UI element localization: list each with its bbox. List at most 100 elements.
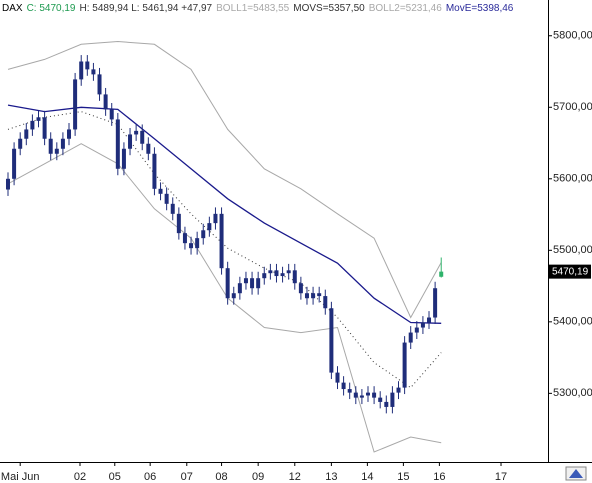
- last-price-label: 5470,19: [552, 266, 589, 277]
- header-item: H: 5489,94 L: 5461,94 +47,97: [80, 3, 213, 14]
- candle-body: [439, 271, 444, 277]
- y-tick-label: 5600,00: [553, 173, 592, 185]
- candle-body: [225, 268, 230, 299]
- x-tick-label: 16: [433, 471, 445, 483]
- candle-body: [414, 327, 419, 333]
- candle-body: [164, 193, 169, 204]
- candle-body: [304, 293, 309, 299]
- candle-body: [182, 233, 187, 244]
- candle-body: [5, 178, 10, 190]
- candle-body: [36, 117, 41, 121]
- header-item: DAX: [2, 3, 23, 14]
- candle-body: [60, 138, 65, 149]
- candle-body: [152, 153, 157, 189]
- header-item: BOLL2=5231,46: [369, 3, 443, 14]
- candle-body: [292, 270, 297, 284]
- candle-body: [256, 278, 261, 289]
- candle-body: [42, 117, 47, 139]
- candle-body: [274, 270, 279, 277]
- candle-body: [207, 223, 212, 231]
- candle-body: [243, 278, 248, 284]
- candle-body: [402, 342, 407, 388]
- candle-body: [219, 213, 224, 269]
- x-tick-label: 13: [325, 471, 337, 483]
- candle-body: [323, 296, 328, 309]
- header-item: MOVS=5357,50: [293, 3, 365, 14]
- x-tick-label: 09: [252, 471, 264, 483]
- candle-body: [280, 273, 285, 277]
- candle-body: [213, 213, 218, 224]
- candle-body: [408, 332, 413, 343]
- candle-body: [176, 213, 181, 234]
- candle-body: [170, 203, 175, 214]
- x-tick-label: Mai Jun: [1, 471, 40, 483]
- candle-body: [298, 283, 303, 294]
- candle-body: [146, 143, 151, 154]
- y-tick-label: 5500,00: [553, 244, 592, 256]
- scale-icon[interactable]: [565, 466, 587, 481]
- y-tick-label: 5300,00: [553, 387, 592, 399]
- candle-body: [268, 270, 273, 274]
- candle-body: [359, 395, 364, 398]
- candle-body: [231, 293, 236, 299]
- candle-body: [311, 293, 316, 299]
- indicator-line: [7, 104, 442, 324]
- indicator-line: [7, 111, 442, 389]
- x-tick-label: 07: [181, 471, 193, 483]
- x-tick-label: 15: [397, 471, 409, 483]
- x-tick-label: 05: [109, 471, 121, 483]
- candle-body: [420, 322, 425, 328]
- candle-body: [85, 61, 90, 70]
- x-tick-label: 08: [215, 471, 227, 483]
- candle-body: [128, 134, 133, 149]
- candle-body: [427, 317, 432, 323]
- candle-body: [390, 392, 395, 407]
- y-tick-label: 5700,00: [553, 101, 592, 113]
- x-tick-label: 17: [495, 471, 507, 483]
- candle-body: [250, 278, 255, 289]
- candle-body: [115, 119, 120, 169]
- candle-body: [335, 372, 340, 383]
- candle-body: [353, 392, 358, 398]
- y-tick-label: 5400,00: [553, 316, 592, 328]
- candle-body: [48, 138, 53, 154]
- candle-body: [79, 61, 84, 80]
- candle-body: [134, 130, 139, 135]
- candle-body: [384, 401, 389, 407]
- candle-body: [18, 138, 23, 149]
- header-item: C: 5470,19: [27, 3, 76, 14]
- indicator-line: [7, 40, 442, 319]
- last-price-box: [549, 264, 591, 279]
- candle-body: [365, 392, 370, 396]
- x-tick-label: 02: [74, 471, 86, 483]
- candle-body: [262, 273, 267, 279]
- candle-body: [73, 79, 78, 130]
- candle-body: [317, 293, 322, 297]
- y-tick-label: 5800,00: [553, 30, 592, 42]
- candle-body: [67, 129, 72, 139]
- candle-body: [24, 129, 29, 139]
- candle-body: [189, 243, 194, 249]
- candle-body: [396, 387, 401, 393]
- header-item: MovE=5398,46: [446, 3, 514, 14]
- candle-body: [347, 389, 352, 393]
- candle-body: [109, 109, 114, 120]
- candle-body: [201, 230, 206, 239]
- candle-body: [97, 74, 102, 95]
- candle-body: [286, 270, 291, 274]
- x-tick-label: 14: [361, 471, 373, 483]
- candle-body: [341, 382, 346, 390]
- candle-body: [433, 288, 438, 318]
- candle-body: [30, 120, 35, 130]
- icon-glyph[interactable]: [569, 469, 583, 478]
- candle-body: [372, 392, 377, 398]
- candle-body: [158, 188, 163, 194]
- candle-body: [237, 283, 242, 294]
- candle-body: [195, 238, 200, 249]
- x-tick-label: 12: [289, 471, 301, 483]
- candle-body: [140, 130, 145, 144]
- candle-body: [121, 148, 126, 169]
